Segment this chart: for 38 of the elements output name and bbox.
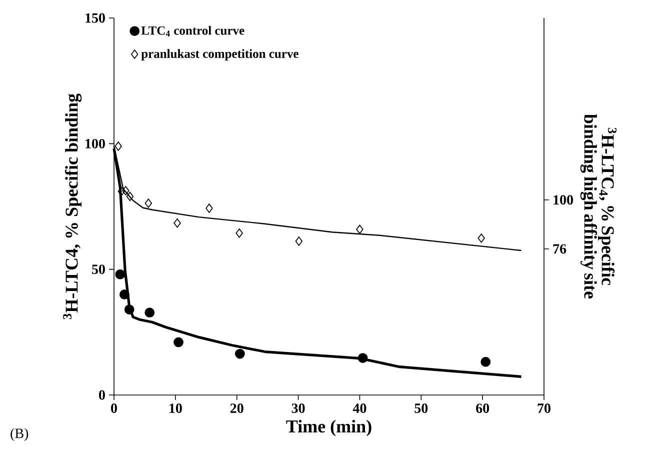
- point: [236, 228, 243, 238]
- point: [478, 234, 485, 243]
- x-tick-label: 40: [352, 404, 366, 413]
- point: [358, 353, 368, 364]
- point: [356, 224, 364, 234]
- x-axis-title: Time (min): [286, 420, 372, 436]
- point: [234, 348, 245, 359]
- y-tick-label: 0: [99, 390, 105, 400]
- y-axis-title: $^{3}$H-LTC4, % Specific binding: [63, 94, 82, 320]
- y2-tick-label: 76: [553, 244, 566, 254]
- legend-label: LTC$_{4}$ control curve: [141, 26, 244, 36]
- point: [295, 236, 302, 246]
- point: [115, 269, 126, 280]
- point: [124, 304, 134, 314]
- point: [118, 186, 125, 196]
- y-tick-label: 100: [86, 138, 105, 148]
- y2-tick-label: 100: [554, 195, 573, 205]
- point: [114, 142, 122, 151]
- x-tick-label: 10: [170, 404, 182, 413]
- x-tick-label: 30: [292, 404, 305, 413]
- y-tick-label: 50: [92, 264, 105, 274]
- point: [119, 290, 130, 300]
- text: (B): [10, 428, 28, 441]
- point: [144, 308, 155, 318]
- y-tick-label: 150: [86, 13, 105, 23]
- point: [206, 204, 213, 213]
- x-tick-label: 50: [414, 404, 428, 413]
- point: [174, 218, 181, 228]
- x-tick-label: 70: [538, 404, 550, 413]
- point: [174, 337, 184, 348]
- point: [126, 192, 134, 202]
- point: [144, 198, 152, 208]
- legend-label: pranlukast competition curve: [141, 49, 298, 60]
- x-tick-label: 20: [230, 404, 244, 413]
- point: [480, 356, 491, 367]
- x-tick-label: 60: [476, 404, 490, 413]
- point: [122, 186, 130, 196]
- x-tick-label: 0: [111, 404, 117, 413]
